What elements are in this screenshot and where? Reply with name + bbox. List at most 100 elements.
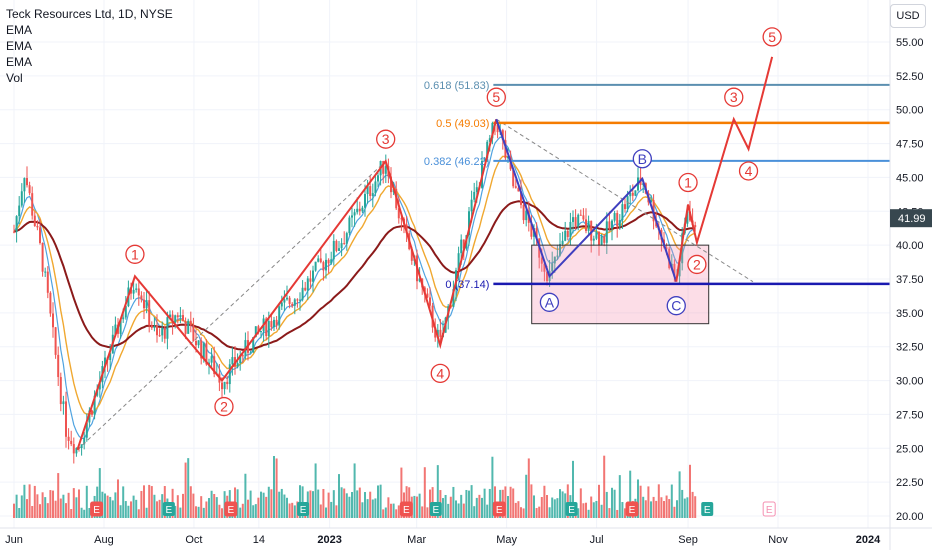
wave-label: 4 xyxy=(745,163,753,179)
ema-legend-2[interactable]: EMA xyxy=(6,39,33,53)
volume-bar xyxy=(639,485,642,518)
volume-bar xyxy=(644,500,647,518)
volume-bar xyxy=(577,508,580,518)
candle-body xyxy=(361,207,364,212)
candle-body xyxy=(62,401,65,405)
dividend-marker-label: E xyxy=(300,505,307,516)
earnings-marker-label: E xyxy=(496,505,503,516)
candle-body xyxy=(382,161,385,174)
volume-bar xyxy=(449,496,452,518)
volume-bar xyxy=(442,498,444,518)
candle-body xyxy=(70,440,73,445)
volume-bar xyxy=(132,495,135,518)
dividend-marker xyxy=(162,502,175,516)
symbol-title[interactable]: Teck Resources Ltd, 1D, NYSE xyxy=(6,7,173,21)
candle-body xyxy=(309,278,312,282)
volume-legend[interactable]: Vol xyxy=(6,71,23,85)
ema-legend-3[interactable]: EMA xyxy=(6,55,33,69)
candle-body xyxy=(462,239,465,249)
candle-body xyxy=(572,217,574,222)
volume-bar xyxy=(535,508,538,518)
volume-bar xyxy=(444,494,447,518)
candle-body xyxy=(553,256,556,264)
volume-bar xyxy=(509,486,512,518)
candle-body xyxy=(650,200,652,203)
wave-label-circle xyxy=(430,363,450,384)
price-tick-label: 37.50 xyxy=(896,274,924,286)
candle-body xyxy=(221,382,223,390)
candle-body xyxy=(252,337,255,353)
candle-body xyxy=(93,395,96,415)
volume-bar xyxy=(551,497,554,518)
volume-bar xyxy=(325,507,327,518)
ema-legend-1[interactable]: EMA xyxy=(6,23,33,37)
candle-body xyxy=(192,325,195,341)
time-axis[interactable]: Jun Aug Oct 14 2023 Mar May Jul Sep Nov 2024 xyxy=(0,527,932,546)
candle-body xyxy=(686,211,689,224)
candle-body xyxy=(124,306,127,318)
time-tick-label: 2023 xyxy=(317,534,341,546)
earnings-marker xyxy=(90,501,104,517)
candle-body xyxy=(286,297,288,300)
candle-body xyxy=(364,193,366,208)
volume-bar xyxy=(650,501,652,518)
candle-body xyxy=(275,319,278,326)
price-axis[interactable]: 55.0052.5050.0047.5045.0042.5040.0037.50… xyxy=(889,0,932,550)
candle-body xyxy=(31,193,34,216)
candle-body xyxy=(400,218,403,220)
volume-bar xyxy=(119,505,122,518)
volume-bar xyxy=(114,492,117,518)
candle-body xyxy=(621,204,624,221)
candle-body xyxy=(327,259,330,264)
volume-bar xyxy=(330,501,333,518)
volume-bar xyxy=(148,484,151,518)
volume-bar xyxy=(652,496,655,518)
wave-label-circle xyxy=(678,172,698,193)
volume-bar xyxy=(26,499,28,518)
wave-label-circle xyxy=(376,129,396,149)
volume-bar xyxy=(462,503,465,518)
volume-bar xyxy=(603,455,606,518)
candle-body xyxy=(566,230,569,237)
time-tick-label: Nov xyxy=(768,534,788,546)
volume-bar xyxy=(423,467,426,518)
candle-body xyxy=(228,364,231,385)
candle-body xyxy=(46,271,49,293)
candle-body xyxy=(104,357,106,367)
volume-bar xyxy=(36,494,39,518)
candle-body xyxy=(340,243,343,249)
volume-bar xyxy=(44,497,47,518)
volume-bar xyxy=(629,470,632,518)
volume-bar xyxy=(670,484,673,518)
volume-bar xyxy=(49,490,52,518)
volume-bar xyxy=(686,497,689,518)
candle-body xyxy=(174,315,177,323)
price-tick-label: 22.50 xyxy=(896,477,924,489)
candle-body xyxy=(473,191,476,200)
volume-bar xyxy=(340,487,343,518)
candle-body xyxy=(330,259,333,264)
fibonacci-levels: 0.618 (51.83) 0.5 (49.03) 0.382 (46.22) 0 (… xyxy=(77,80,890,451)
volume-bar xyxy=(345,493,348,518)
volume-bar xyxy=(598,484,600,518)
volume-bar xyxy=(317,489,320,518)
volume-bar xyxy=(455,500,457,518)
volume-bar xyxy=(299,485,301,518)
volume-bars xyxy=(13,455,697,518)
time-tick-label: Sep xyxy=(678,534,698,546)
time-tick-label: May xyxy=(496,534,517,546)
volume-bar xyxy=(517,501,520,518)
volume-bar xyxy=(512,488,515,518)
candle-body xyxy=(501,130,504,141)
candle-body xyxy=(673,263,676,277)
dashed-trend-line xyxy=(496,118,754,283)
candle-body xyxy=(148,300,151,326)
ema-mid-line xyxy=(13,155,696,415)
volume-bar xyxy=(83,509,86,518)
candle-body xyxy=(306,278,309,291)
candle-body xyxy=(20,191,23,206)
candle-body xyxy=(182,315,184,322)
wave-label: C xyxy=(671,298,681,314)
currency-button[interactable]: USD xyxy=(890,4,926,28)
